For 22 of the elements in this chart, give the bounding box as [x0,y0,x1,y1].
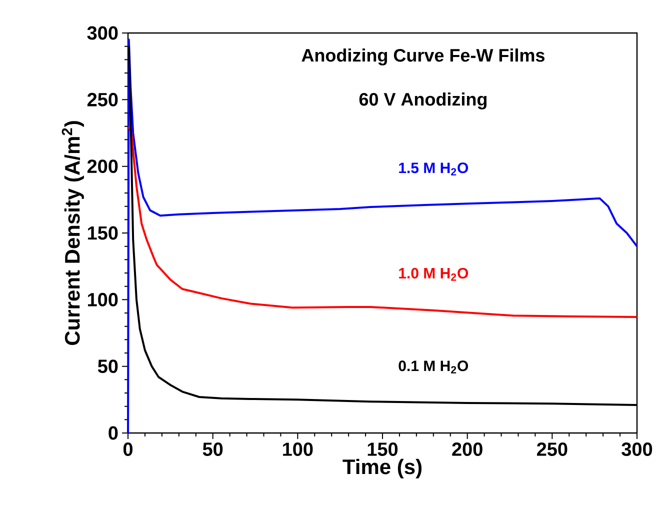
x-tick-label: 300 [622,442,652,456]
x-tick-label: 100 [283,442,313,456]
y-axis-title: Current Density (A/m$^{2}$) [62,121,84,345]
y-tick-label: 150 [88,226,118,240]
y-tick-label: 200 [87,160,118,174]
x-tick-label: 0 [123,442,133,456]
x-axis-title: Time (s) [342,458,422,478]
series-label: 1.5 M H$_{2}$O [399,162,468,176]
x-tick-label: 150 [368,442,398,456]
series-label: 0.1 M H$_{2}$O [398,360,468,374]
y-tick-label: 0 [108,426,118,440]
series-label: 1.0 M H$_{2}$O [399,268,468,281]
x-tick-label: 200 [452,442,482,456]
text: Anodizing Curve Fe-W Films [302,48,544,66]
y-tick-label: 250 [87,92,118,106]
y-tick-label: 50 [98,360,118,374]
x-tick-label: 50 [202,442,223,456]
text: 60 V Anodizing [359,92,487,110]
x-tick-label: 250 [536,442,568,456]
y-tick-label: 300 [87,26,118,40]
y-tick-label: 100 [88,292,118,306]
line-series [128,125,638,318]
